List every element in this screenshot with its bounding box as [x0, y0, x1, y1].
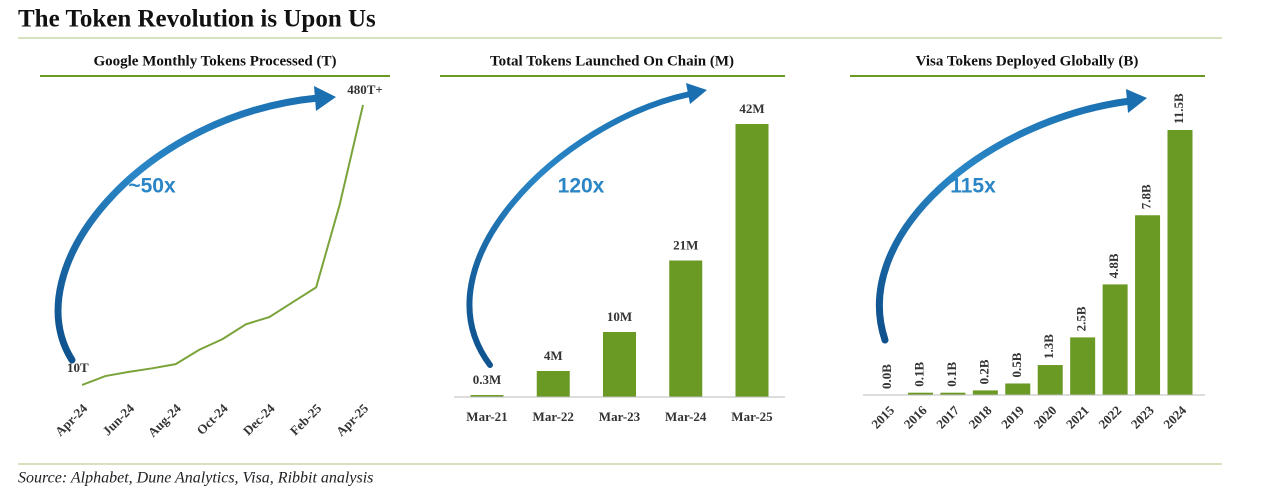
- bar: [470, 395, 504, 397]
- bar: [1005, 383, 1031, 395]
- data-label: 0.0B: [879, 364, 894, 389]
- bar: [735, 124, 769, 397]
- arrow: [466, 91, 693, 368]
- x-tick-label: Mar-23: [599, 409, 641, 424]
- data-label: 42M: [739, 101, 764, 116]
- annotation: 115x: [950, 175, 996, 198]
- bar: [603, 332, 636, 397]
- x-tick-label: Jun-24: [99, 400, 137, 438]
- bar: [1102, 284, 1128, 395]
- x-tick-label: Mar-22: [533, 409, 574, 424]
- data-label: 4M: [544, 348, 563, 363]
- arrow-head: [686, 83, 707, 104]
- growth-arrows: [54, 91, 1134, 368]
- bar: [907, 392, 933, 395]
- x-tick-label: 2024: [1160, 402, 1189, 431]
- bar: [536, 371, 570, 397]
- data-label: 0.1B: [911, 361, 926, 386]
- x-tick-label: 2023: [1128, 402, 1157, 431]
- bar: [1037, 365, 1063, 395]
- x-tick-label: 2017: [933, 402, 962, 431]
- data-label: 11.5B: [1171, 93, 1186, 124]
- bar: [972, 390, 998, 395]
- x-tick-label: Mar-25: [731, 409, 773, 424]
- annotation: 120x: [558, 175, 605, 198]
- arrow: [54, 94, 322, 364]
- bar: [1167, 130, 1193, 395]
- data-label: 4.8B: [1106, 253, 1121, 278]
- x-tick-label: Mar-21: [466, 409, 507, 424]
- x-tick-label: 2021: [1063, 403, 1092, 432]
- data-label: 0.3M: [473, 372, 502, 387]
- data-label: 480T+: [347, 82, 383, 97]
- data-label: 0.2B: [976, 359, 991, 384]
- x-tick-label: Feb-25: [287, 400, 325, 438]
- x-tick-label: Aug-24: [145, 400, 185, 440]
- data-label: 10T: [67, 360, 89, 375]
- bar: [1135, 215, 1161, 395]
- x-tick-label: Apr-25: [333, 400, 372, 439]
- data-label: 0.1B: [944, 361, 959, 386]
- chart-title: Total Tokens Launched On Chain (M): [490, 53, 734, 69]
- bar: [1070, 337, 1096, 395]
- chart-title: Visa Tokens Deployed Globally (B): [916, 53, 1139, 69]
- x-tick-label: Apr-24: [52, 400, 91, 439]
- x-tick-label: 2015: [868, 402, 897, 431]
- line: [81, 104, 364, 386]
- data-label: 0.5B: [1009, 352, 1024, 377]
- page-title: The Token Revolution is Upon Us: [18, 6, 376, 33]
- x-tick-label: 2018: [966, 402, 995, 431]
- data-label: 7.8B: [1139, 184, 1154, 209]
- arrow: [875, 97, 1134, 344]
- data-label: 2.5B: [1074, 306, 1089, 331]
- arrow-heads: [314, 83, 1147, 113]
- x-tick-label: Oct-24: [194, 400, 232, 438]
- x-tick-label: 2016: [901, 402, 930, 431]
- x-tick-label: 2020: [1030, 403, 1059, 432]
- source: Source: Alphabet, Dune Analytics, Visa, …: [18, 470, 373, 487]
- annotation: ~50x: [128, 175, 176, 198]
- bar: [669, 260, 703, 397]
- chart-title: Google Monthly Tokens Processed (T): [93, 53, 336, 69]
- x-tick-label: Mar-24: [665, 409, 707, 424]
- arrow-head: [314, 86, 336, 111]
- x-tick-label: 2019: [998, 402, 1027, 431]
- data-label: 10M: [607, 309, 632, 324]
- arrow-head: [1126, 89, 1147, 113]
- x-tick-label: 2022: [1095, 403, 1124, 432]
- data-label: 1.3B: [1041, 334, 1056, 359]
- bar: [940, 392, 966, 395]
- data-label: 21M: [673, 237, 698, 252]
- x-tick-label: Dec-24: [240, 400, 278, 438]
